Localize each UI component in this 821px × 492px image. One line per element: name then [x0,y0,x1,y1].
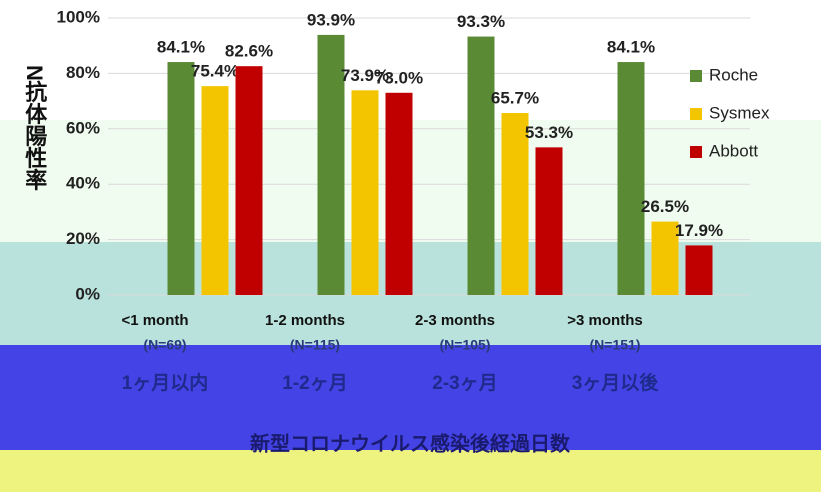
x-tick-label-ja: 1-2ヶ月 [282,373,347,394]
x-tick-label: <1 month [121,312,188,329]
bar [617,62,645,295]
y-tick-label: 20% [66,229,100,248]
value-label: 65.7% [491,88,539,107]
x-tick-label: >3 months [567,312,642,329]
x-axis-title: 新型コロナウイルス感染後経過日数 [250,431,571,455]
value-label: 26.5% [641,197,689,216]
y-tick-label: 60% [66,118,100,137]
bar [685,245,713,295]
background-band [0,345,821,450]
y-tick-label: 40% [66,174,100,193]
background-band [0,450,821,492]
legend-swatch [690,146,702,158]
x-tick-label-ja: 1ヶ月以内 [122,371,209,394]
bar [501,113,529,295]
x-tick-label: 2-3 months [415,312,495,329]
y-tick-label: 100% [57,7,100,26]
legend-label: Sysmex [709,103,770,122]
legend-label: Roche [709,65,758,84]
legend-swatch [690,108,702,120]
x-tick-label-ja: 3ヶ月以後 [572,371,660,394]
value-label: 17.9% [675,221,723,240]
x-tick-label: 1-2 months [265,312,345,329]
x-tick-label-ja: 2-3ヶ月 [432,373,497,394]
bar [535,147,563,295]
legend-label: Abbott [709,141,758,160]
y-axis-title: N抗体陽性率 [22,65,47,191]
bar [235,66,263,295]
x-tick-sublabel: (N=151) [590,337,641,353]
value-label: 73.0% [375,68,423,87]
value-label: 84.1% [157,38,205,57]
y-tick-label: 80% [66,63,100,82]
value-label: 84.1% [607,38,655,57]
value-label: 75.4% [191,62,239,81]
value-label: 93.3% [457,12,505,31]
bar [201,86,229,295]
y-tick-label: 0% [75,284,100,303]
bar [467,36,495,296]
value-label: 73.9% [341,66,389,85]
bar [385,92,413,295]
x-tick-sublabel: (N=105) [440,337,491,353]
value-label: 93.9% [307,10,355,29]
legend-swatch [690,70,702,82]
bar [317,34,345,295]
x-tick-sublabel: (N=115) [290,337,340,353]
x-tick-sublabel: (N=69) [143,337,186,353]
bar [167,62,195,295]
bar [351,90,379,295]
value-label: 53.3% [525,123,573,142]
bar [651,221,679,295]
value-label: 82.6% [225,42,273,61]
